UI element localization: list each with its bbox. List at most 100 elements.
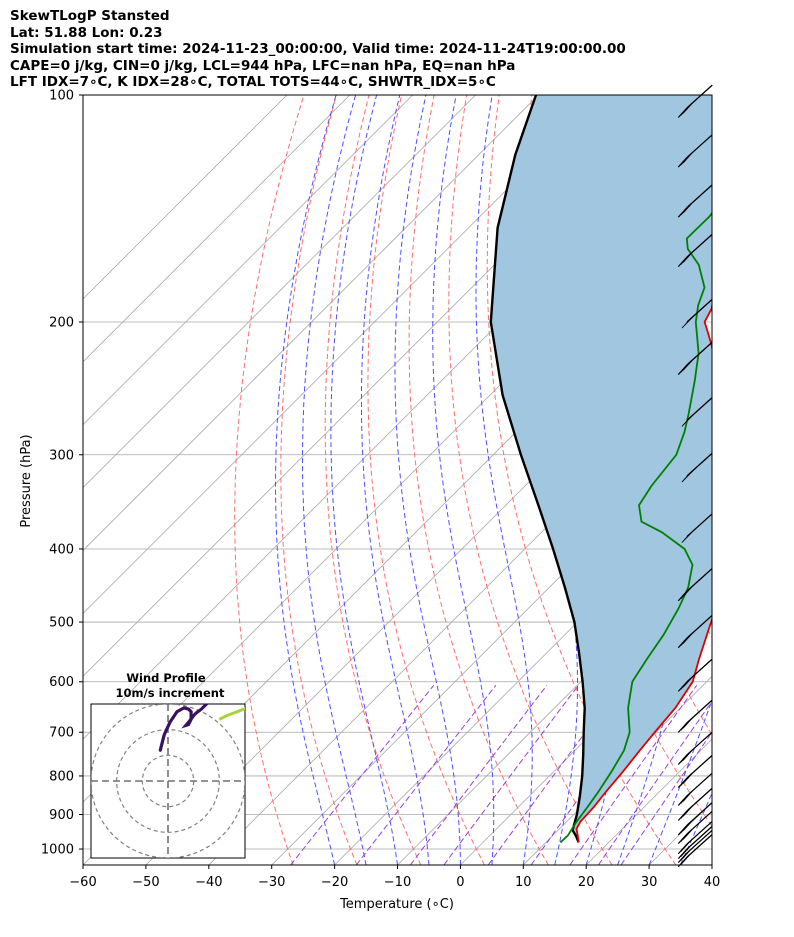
dry-adiabat-line [486,95,677,865]
wind-barb [677,731,713,765]
dry-adiabat-line [760,95,794,865]
x-tick-label: 30 [641,875,658,890]
cin-cape-shading [490,95,712,843]
wind-barb-feather [682,586,693,597]
isotherm-line [334,487,712,865]
moist-adiabat-line [302,95,367,865]
wind-barb-feather [682,677,693,688]
hodograph-plot [91,704,245,858]
moist-adiabat-line [432,95,495,865]
sounding-traces [489,95,712,844]
x-tick-label: −20 [321,875,348,890]
wind-barb [677,567,713,602]
dry-adiabat-line [448,95,613,865]
wind-barb-staff [686,829,713,854]
wind-barb [681,397,713,427]
mixing-ratio-line [597,700,712,865]
mixing-ratio-line [620,731,712,865]
wind-barb-feather [680,846,690,857]
dry-adiabat-line [727,95,794,865]
x-tick-label: 0 [456,875,464,890]
y-tick-label: 700 [49,726,74,741]
isotherm-line [83,95,476,489]
mixing-ratio-line [290,684,435,865]
wind-barb-feather [682,829,693,840]
dewpoint-line [559,211,712,844]
y-tick-label: 900 [49,808,74,823]
isotherm-line [83,95,288,300]
wind-barb [681,452,713,483]
y-tick-label: 600 [49,675,74,690]
wind-barb-staff [686,833,713,858]
y-tick-label: 800 [49,769,74,784]
wind-barb [677,184,713,218]
wind-barb-feather [680,854,690,866]
isotherm-line [83,95,413,426]
x-tick-label: −10 [384,875,411,890]
moist-adiabat-line [361,95,430,865]
mixing-ratio-line [569,685,698,865]
wind-barb [677,802,713,836]
wind-barb [677,825,713,860]
dry-adiabat-line [408,95,549,865]
x-tick-label: 40 [704,875,721,890]
isotherm-line [83,95,539,552]
wind-barb [681,298,713,329]
temperature-line [575,300,712,843]
wind-barb-staff [686,825,713,850]
wind-barb-feather [682,103,693,114]
wind-barb [677,810,713,845]
moist-adiabat-line [648,698,712,865]
x-tick-label: 10 [515,875,532,890]
parcel-profile-line [489,95,586,843]
wind-barbs [677,84,713,868]
indices-line-1: CAPE=0 j/kg, CIN=0 j/kg, LCL=944 hPa, LF… [10,57,516,74]
wind-barb-flag [681,468,696,483]
hodograph-upper-trace [218,707,245,721]
wind-barb [677,233,713,268]
dry-adiabat-line [367,95,485,865]
dry-adiabat-line [324,95,422,865]
y-tick-label: 1000 [41,843,74,858]
indices-line-2: LFT IDX=7∘C, K IDX=28∘C, TOTAL TOTS=44∘C… [10,74,496,91]
location-line: Lat: 51.88 Lon: 0.23 [10,24,163,41]
moist-adiabat-line [680,792,712,865]
x-tick-label: −60 [69,875,96,890]
time-line: Simulation start time: 2024-11-23_00:00:… [10,41,626,58]
dry-adiabat-line [234,95,305,865]
wind-barb-feather [682,252,693,263]
x-tick-label: 20 [578,875,595,890]
moist-adiabat-line [275,95,337,865]
hodograph-title: Wind Profile [126,671,206,685]
wind-barb-staff [686,820,713,845]
wind-barb [677,699,713,733]
wind-barb [677,754,713,789]
wind-barb [677,829,713,863]
dry-adiabat-line [280,95,358,865]
axes: −60 −50 −40 −30 −20 −10 0 10 20 30 40 100 200 300 400 5… [41,89,720,891]
wind-barb-feather [682,202,693,214]
chart-title: SkewTLogP Stansted [10,8,170,24]
wind-barb [677,787,713,821]
chart-header: SkewTLogP Stansted Lat: 51.88 Lon: 0.23 … [10,8,626,91]
y-axis-label: Pressure (hPa) [19,434,34,527]
x-tick-label: −40 [195,875,222,890]
moist-adiabat-line [394,95,461,865]
wind-barb-feather [682,360,693,371]
wind-barb-flag [681,528,696,543]
wind-barb-feather [682,791,693,802]
wind-barb [681,513,713,543]
hodograph-subtitle: 10m/s increment [116,686,225,700]
moist-adiabat-line [711,863,712,865]
wind-barb-feather [682,750,693,761]
wind-barb-feather [682,718,693,729]
y-tick-label: 200 [49,315,74,330]
wind-barb [677,84,713,118]
wind-barb [677,820,713,855]
wind-barb-feather [682,773,693,784]
wind-barb-feather [682,152,693,164]
wind-barb-feather [682,633,693,644]
mixing-ratio-line [443,684,579,865]
hodograph-trace [158,704,209,752]
